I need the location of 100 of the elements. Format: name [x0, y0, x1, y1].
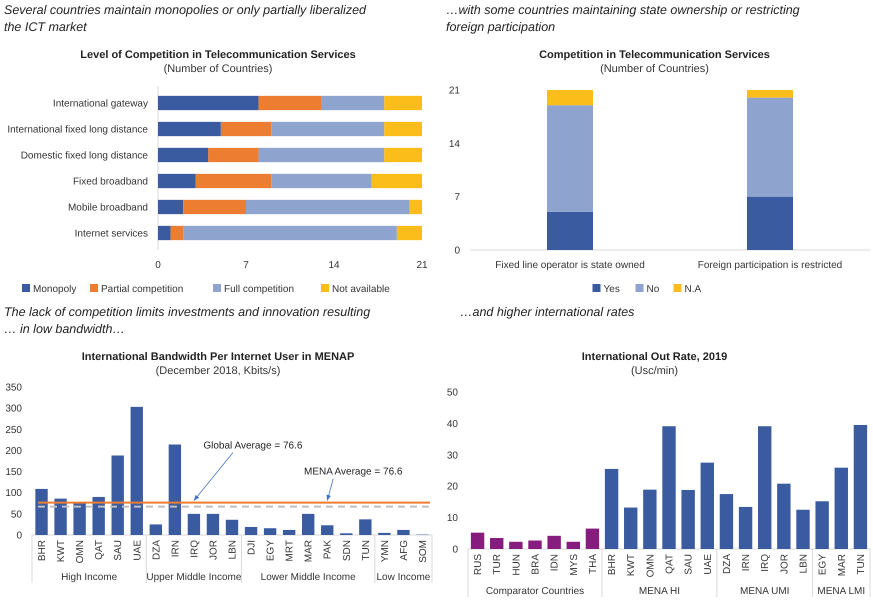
chart-subtitle: (Number of Countries) — [600, 63, 709, 75]
bar — [624, 508, 638, 549]
bar — [796, 510, 810, 549]
bar — [130, 406, 143, 535]
bar — [384, 148, 422, 162]
bar — [747, 90, 793, 98]
x-tick-label: RUS — [473, 554, 484, 576]
legend-label: Not available — [332, 284, 390, 295]
bar — [747, 98, 793, 197]
text: …and higher international rates — [460, 305, 634, 319]
x-tick-label: OMN — [645, 554, 656, 578]
bar — [738, 506, 752, 549]
legend-label: Full competition — [224, 284, 294, 295]
y-tick-label: 200 — [5, 446, 22, 457]
text: Upper Middle Income — [146, 572, 242, 583]
text: Several countries maintain monopolies or only partially liberalized the ICT market — [4, 3, 368, 34]
x-tick-label: SAU — [684, 554, 695, 575]
bar — [397, 530, 410, 535]
y-tick-label: Internet services — [74, 228, 148, 240]
x-tick-label: LBN — [228, 540, 238, 560]
bar — [815, 501, 829, 549]
x-tick-label: SOM — [418, 540, 429, 563]
legend-label: N.A — [684, 284, 702, 295]
bar — [321, 525, 334, 535]
bar — [547, 90, 593, 106]
bar — [244, 526, 258, 535]
x-tick-label: JOR — [779, 554, 790, 574]
chart-title: International Out Rate, 2019 — [582, 351, 728, 363]
bar — [747, 196, 793, 250]
annotation: MENA Average = 76.6 — [304, 466, 403, 478]
x-tick-label: TUN — [856, 554, 867, 575]
bar — [700, 462, 714, 549]
bar — [586, 528, 600, 549]
y-tick-label: 40 — [446, 418, 458, 430]
x-tick-label: BHR — [607, 554, 618, 576]
chart-subtitle: (Usc/min) — [630, 365, 678, 377]
bar — [604, 468, 618, 549]
x-tick-label: UAE — [702, 554, 714, 575]
x-tick-label: IRQ — [760, 554, 772, 572]
y-tick-label: International gateway — [52, 98, 148, 110]
x-tick-label: QAT — [94, 540, 106, 560]
x-tick-label: JOR — [208, 540, 220, 560]
bar — [170, 226, 184, 240]
text: MENA HI — [638, 586, 680, 597]
bar — [359, 519, 372, 535]
y-tick-label: International fixed long distance — [7, 124, 148, 136]
x-tick-label: MYS — [568, 554, 580, 576]
y-tick-label: 250 — [5, 424, 22, 436]
bar — [158, 122, 221, 136]
bar — [271, 174, 372, 188]
legend-label: No — [646, 284, 660, 295]
bar — [188, 514, 200, 535]
x-tick-label: DJI — [246, 540, 258, 555]
bar — [566, 542, 580, 549]
bar — [158, 148, 208, 162]
x-tick-label: EGY — [266, 540, 277, 562]
x-tick-label: MAR — [304, 540, 315, 562]
text: High Income — [61, 572, 118, 583]
bar — [409, 200, 422, 214]
x-tick-label: HUN — [511, 554, 522, 576]
y-tick-label: 50 — [446, 388, 458, 398]
bar — [183, 200, 246, 214]
bar — [112, 456, 124, 535]
x-tick-label: TUN — [360, 540, 372, 561]
x-tick-label: MRT — [284, 540, 296, 562]
bar — [321, 96, 384, 110]
bar — [547, 536, 561, 549]
x-tick-label: EGY — [818, 554, 829, 576]
annotation: Global Average = 76.6 — [203, 440, 303, 452]
x-tick-label: BRA — [530, 554, 542, 575]
x-tick-label: OMN — [75, 540, 86, 564]
y-tick-label: Fixed broadband — [72, 176, 148, 188]
x-tick-label: PAK — [322, 540, 334, 560]
x-tick-label: SDN — [342, 540, 353, 562]
y-tick-label: 14 — [448, 138, 460, 150]
bar — [547, 212, 593, 250]
x-tick-label: IDN — [550, 554, 561, 572]
x-tick-label: THA — [588, 554, 599, 574]
bar — [643, 490, 657, 549]
y-tick-label: 300 — [5, 404, 22, 415]
bar — [35, 488, 48, 535]
bar — [720, 494, 734, 549]
y-tick-label: 50 — [10, 509, 22, 520]
x-tick-label: DZA — [722, 554, 733, 574]
bar — [206, 514, 220, 535]
x-tick-label: IRN — [741, 554, 752, 572]
y-tick-label: 7 — [454, 192, 460, 204]
bar — [246, 200, 410, 214]
y-tick-label: 0 — [16, 530, 22, 542]
bar — [158, 96, 259, 110]
bar — [490, 538, 504, 549]
x-tick-label: 21 — [416, 260, 428, 271]
x-tick-label: Foreign participation is restricted — [698, 260, 842, 271]
x-tick-label: QAT — [664, 554, 676, 574]
y-tick-label: 30 — [446, 450, 458, 462]
bar — [509, 542, 523, 549]
text: …with some countries maintaining state ownership or restricting foreign participation — [446, 3, 800, 34]
text: MENA UMI — [740, 586, 790, 597]
bar — [282, 530, 296, 535]
x-tick-label: DZA — [151, 540, 162, 560]
